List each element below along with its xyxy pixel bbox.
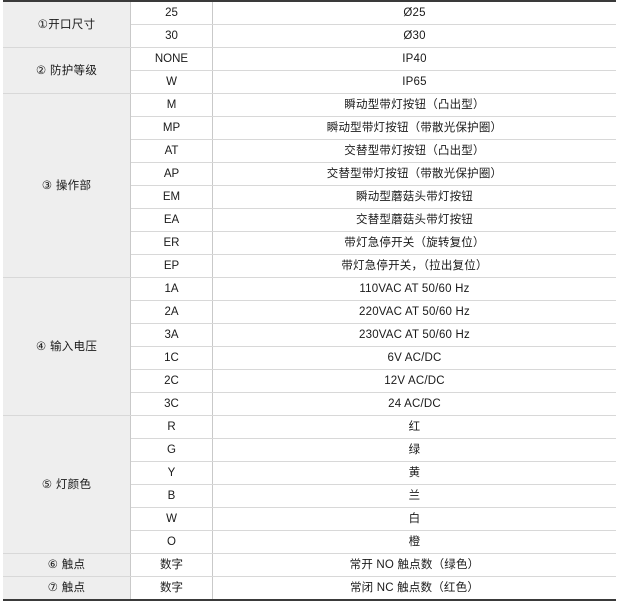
table-row: 3C 24 AC/DC: [3, 392, 616, 416]
category-label: ⑥ 触点: [3, 553, 131, 577]
option-description: 交替型蘑菇头带灯按钮: [212, 208, 616, 232]
table-row: 2A 220VAC AT 50/60 Hz: [3, 300, 616, 324]
option-code: R: [130, 415, 213, 439]
option-description: 红: [212, 415, 616, 439]
product-spec-table: ①开口尺寸 25 Ø25 30 Ø30 ② 防护等级 NONE IP40 W IP65 ③ 操作部 M…: [3, 0, 616, 601]
table-row: EP 带灯急停开关，（拉出复位）: [3, 254, 616, 278]
option-code: 3A: [130, 323, 213, 347]
table-row: 2C 12V AC/DC: [3, 369, 616, 393]
category-label: ④ 输入电压: [3, 277, 131, 416]
table-row: ER 带灯急停开关（旋转复位）: [3, 231, 616, 255]
option-code: M: [130, 93, 213, 117]
option-description: 兰: [212, 484, 616, 508]
table-row: 30 Ø30: [3, 24, 616, 48]
table-row: EM 瞬动型蘑菇头带灯按钮: [3, 185, 616, 209]
table-row: ⑥ 触点 数字 常开 NO 触点数（绿色）: [3, 553, 616, 577]
option-code: EA: [130, 208, 213, 232]
option-code: NONE: [130, 47, 213, 71]
option-description: Ø25: [212, 1, 616, 25]
option-code: 数字: [130, 576, 213, 600]
option-description: 24 AC/DC: [212, 392, 616, 416]
table-row: ② 防护等级 NONE IP40: [3, 47, 616, 94]
option-code: 2C: [130, 369, 213, 393]
option-description: 220VAC AT 50/60 Hz: [212, 300, 616, 324]
option-code: 数字: [130, 553, 213, 577]
option-code: W: [130, 507, 213, 531]
table-row: 1C 6V AC/DC: [3, 346, 616, 370]
option-description: 白: [212, 507, 616, 531]
option-description: 带灯急停开关，（拉出复位）: [212, 254, 616, 278]
option-description: 交替型带灯按钮（带散光保护圈）: [212, 162, 616, 186]
option-code: AP: [130, 162, 213, 186]
option-description: 瞬动型带灯按钮（带散光保护圈）: [212, 116, 616, 140]
option-description: IP65: [212, 70, 616, 94]
option-description: 交替型带灯按钮（凸出型）: [212, 139, 616, 163]
table-row: 3A 230VAC AT 50/60 Hz: [3, 323, 616, 347]
option-code: 1C: [130, 346, 213, 370]
option-description: 110VAC AT 50/60 Hz: [212, 277, 616, 301]
table-row: EA 交替型蘑菇头带灯按钮: [3, 208, 616, 232]
option-code: AT: [130, 139, 213, 163]
table-row: MP 瞬动型带灯按钮（带散光保护圈）: [3, 116, 616, 140]
category-label: ⑤ 灯颜色: [3, 415, 131, 554]
table-row: ③ 操作部 M 瞬动型带灯按钮（凸出型）: [3, 93, 616, 278]
table-row: ⑦ 触点 数字 常闭 NC 触点数（红色）: [3, 576, 616, 600]
option-code: 30: [130, 24, 213, 48]
table-row: AP 交替型带灯按钮（带散光保护圈）: [3, 162, 616, 186]
table-row: W IP65: [3, 70, 616, 94]
category-label: ② 防护等级: [3, 47, 131, 94]
option-code: W: [130, 70, 213, 94]
option-description: 带灯急停开关（旋转复位）: [212, 231, 616, 255]
option-description: Ø30: [212, 24, 616, 48]
category-label: ③ 操作部: [3, 93, 131, 278]
option-code: B: [130, 484, 213, 508]
option-code: G: [130, 438, 213, 462]
option-code: 2A: [130, 300, 213, 324]
option-code: Y: [130, 461, 213, 485]
option-code: O: [130, 530, 213, 554]
option-code: 3C: [130, 392, 213, 416]
option-description: 瞬动型带灯按钮（凸出型）: [212, 93, 616, 117]
option-code: ER: [130, 231, 213, 255]
option-description: 橙: [212, 530, 616, 554]
option-description: 常闭 NC 触点数（红色）: [212, 576, 616, 600]
table-row: ⑤ 灯颜色 R 红: [3, 415, 616, 554]
spec-table-body: ①开口尺寸 25 Ø25 30 Ø30 ② 防护等级 NONE IP40 W IP65 ③ 操作部 M…: [3, 1, 616, 600]
option-description: 常开 NO 触点数（绿色）: [212, 553, 616, 577]
option-code: 25: [130, 1, 213, 25]
option-description: 瞬动型蘑菇头带灯按钮: [212, 185, 616, 209]
option-description: 黄: [212, 461, 616, 485]
option-description: IP40: [212, 47, 616, 71]
table-row: AT 交替型带灯按钮（凸出型）: [3, 139, 616, 163]
category-label: ⑦ 触点: [3, 576, 131, 600]
option-description: 230VAC AT 50/60 Hz: [212, 323, 616, 347]
table-row: ①开口尺寸 25 Ø25: [3, 1, 616, 48]
category-label: ①开口尺寸: [3, 1, 131, 48]
option-description: 绿: [212, 438, 616, 462]
option-code: EM: [130, 185, 213, 209]
option-code: EP: [130, 254, 213, 278]
option-code: 1A: [130, 277, 213, 301]
table-row: ④ 输入电压 1A 110VAC AT 50/60 Hz: [3, 277, 616, 416]
option-description: 6V AC/DC: [212, 346, 616, 370]
option-description: 12V AC/DC: [212, 369, 616, 393]
option-code: MP: [130, 116, 213, 140]
